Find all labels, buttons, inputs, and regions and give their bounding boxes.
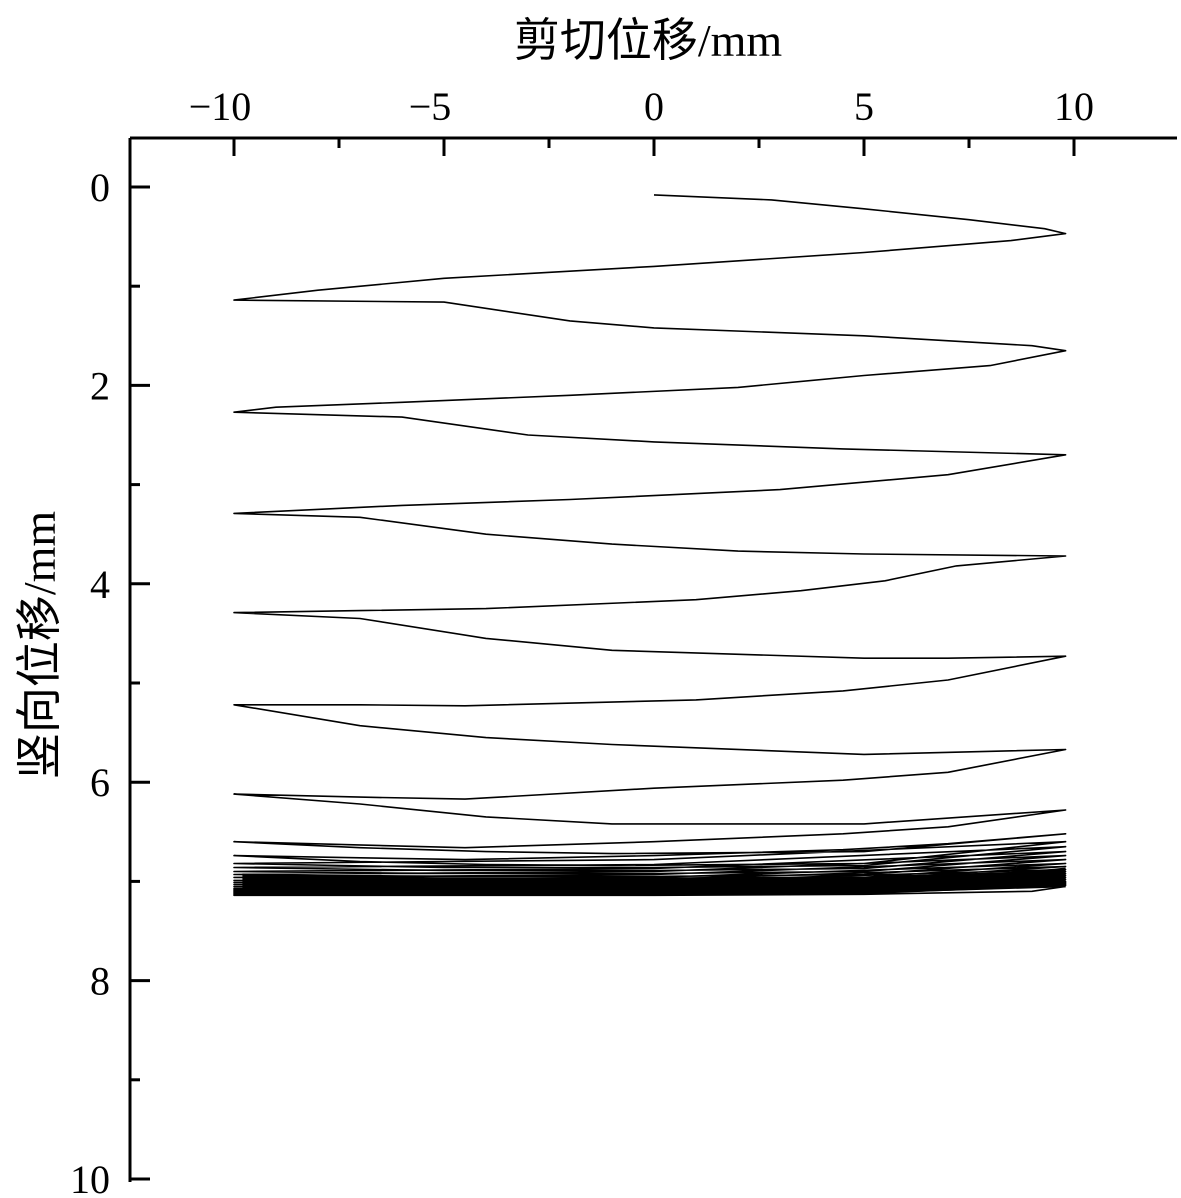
x-tick-label: −10 — [189, 84, 252, 129]
x-tick-label: 0 — [644, 84, 664, 129]
y-tick-label: 8 — [90, 959, 110, 1004]
x-ticks: −10 −5 0 5 10 — [189, 84, 1094, 156]
x-tick-label: −5 — [409, 84, 452, 129]
y-tick-label: 6 — [90, 760, 110, 805]
y-tick-label: 2 — [90, 363, 110, 408]
y-tick-label: 10 — [70, 1157, 110, 1198]
x-axis-title: 剪切位移/mm — [514, 15, 783, 66]
series-line — [233, 194, 1067, 897]
x-tick-label: 5 — [854, 84, 874, 129]
y-axis-title: 竖向位移/mm — [14, 511, 65, 780]
y-ticks: 0 2 4 6 8 10 — [70, 165, 150, 1198]
y-tick-label: 4 — [90, 562, 110, 607]
dense-cycle-band — [242, 867, 1066, 896]
series-layer — [233, 194, 1067, 897]
x-tick-label: 10 — [1054, 84, 1094, 129]
y-tick-label: 0 — [90, 165, 110, 210]
